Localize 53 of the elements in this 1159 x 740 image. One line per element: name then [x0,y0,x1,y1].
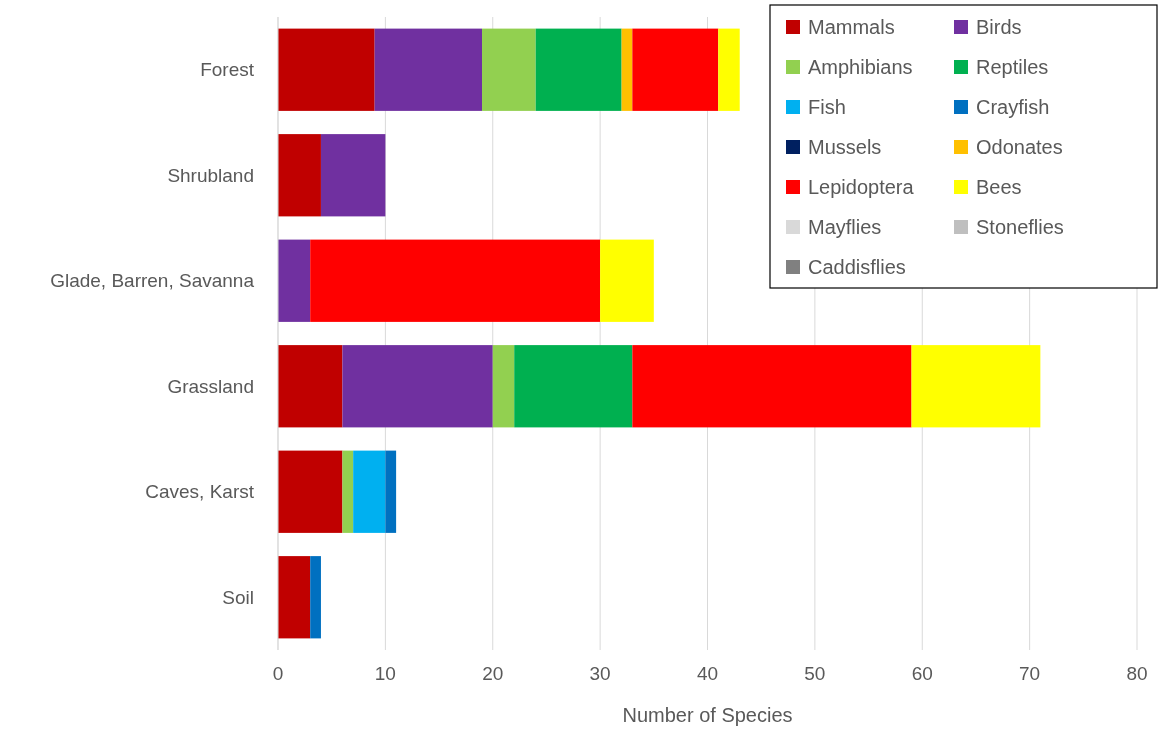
y-tick-label: Grassland [167,375,254,397]
legend-label: Odonates [976,136,1063,158]
legend-label: Stoneflies [976,216,1064,238]
y-tick-label: Soil [222,586,254,608]
legend-label: Lepidoptera [808,176,915,198]
y-tick-label: Caves, Karst [145,481,255,503]
bar [385,450,397,533]
x-tick-label: 0 [272,663,284,684]
legend-label: Fish [808,96,846,118]
bar [535,28,622,111]
x-tick-label: 30 [589,663,611,684]
legend-label: Caddisflies [808,256,906,278]
bar [342,345,493,428]
y-tick-label: Glade, Barren, Savanna [50,270,255,292]
bar [492,345,515,428]
bar [718,28,740,111]
bar [621,28,633,111]
legend-label: Birds [976,16,1022,38]
x-tick-label: 60 [911,663,933,684]
bar [600,239,654,322]
bar [310,556,321,639]
x-tick-label: 50 [804,663,826,684]
bar [278,556,311,639]
y-tick-label: Forest [200,59,255,81]
bar [278,28,375,111]
x-tick-label: 20 [482,663,504,684]
bar [514,345,633,428]
legend-label: Mammals [808,16,895,38]
bar [911,345,1041,428]
x-tick-label: 70 [1019,663,1041,684]
bar [342,450,354,533]
bar [632,28,719,111]
bar [353,450,386,533]
legend-label: Crayfish [976,96,1050,118]
bar [278,134,321,217]
bar [374,28,483,111]
bar [320,134,386,217]
bar [632,345,912,428]
legend-label: Mussels [808,136,882,158]
bar [278,239,311,322]
bar [310,239,601,322]
bar [278,450,343,533]
x-tick-label: 80 [1126,663,1148,684]
x-axis-title: Number of Species [622,704,793,726]
bar [482,28,536,111]
legend-label: Mayflies [808,216,882,238]
x-tick-label: 40 [696,663,719,684]
legend-label: Amphibians [808,56,913,78]
x-tick-label: 10 [374,663,396,684]
y-tick-label: Shrubland [167,164,254,186]
legend-label: Bees [976,176,1022,198]
bar [278,345,343,428]
legend-label: Reptiles [976,56,1049,78]
